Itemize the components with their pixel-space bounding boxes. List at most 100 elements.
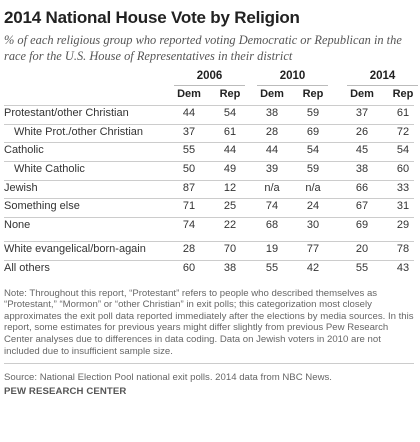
row-divider (4, 179, 414, 181)
chart-title: 2014 National House Vote by Religion (4, 8, 300, 27)
year-label-2010: 2010 (279, 70, 306, 82)
table-cell: 69 (306, 125, 320, 138)
year-underline (174, 85, 245, 86)
table-cell: 68 (265, 218, 279, 231)
table-cell: 12 (223, 181, 237, 194)
table-cell: 74 (265, 200, 279, 213)
table-cell: 20 (355, 243, 369, 256)
table-cell: 61 (223, 125, 237, 138)
table-row: Protestant/other Christian 44 54 38 59 37 61 (4, 106, 414, 124)
table-cell: 78 (396, 243, 410, 256)
table-cell: 49 (223, 162, 237, 175)
footer-divider (4, 363, 414, 365)
table-cell: 38 (355, 162, 369, 175)
table-cell: 28 (182, 243, 196, 256)
table-row: White Prot./other Christian 37 61 28 69 26 72 (4, 125, 414, 143)
table-cell: 71 (182, 200, 196, 213)
table-cell: 55 (265, 261, 279, 274)
row-label: Protestant/other Christian (4, 107, 129, 120)
vote-table: 2006 2010 2014 Dem Rep Dem Rep Dem Rep Protestant… (4, 70, 418, 279)
column-header-rep: Rep (219, 87, 241, 100)
table-cell: n/a (264, 181, 280, 194)
row-label: White Prot./other Christian (14, 125, 143, 138)
table-cell: 44 (265, 144, 279, 157)
column-header-rep: Rep (302, 87, 324, 100)
row-divider (4, 198, 414, 200)
table-cell: 69 (355, 218, 369, 231)
row-label: White Catholic (14, 162, 85, 175)
row-label: White evangelical/born-again (4, 243, 146, 256)
table-cell: 87 (182, 181, 196, 194)
column-header-dem: Dem (177, 87, 201, 100)
table-cell: 38 (265, 107, 279, 120)
table-cell: 61 (396, 107, 410, 120)
table-cell: 30 (306, 218, 320, 231)
table-cell: 37 (182, 125, 196, 138)
row-label: None (4, 218, 31, 231)
table-cell: 44 (223, 144, 237, 157)
table-cell: 59 (306, 107, 320, 120)
table-cell: 54 (396, 144, 410, 157)
table-row: Something else 71 25 74 24 67 31 (4, 199, 414, 217)
row-divider (4, 241, 414, 243)
table-row: All others 60 38 55 42 55 43 (4, 261, 414, 279)
year-label-2014: 2014 (369, 70, 396, 82)
year-label-2006: 2006 (196, 70, 223, 82)
table-cell: 31 (396, 200, 410, 213)
table-cell: 33 (396, 181, 410, 194)
table-cell: 19 (265, 243, 279, 256)
row-divider (4, 259, 414, 261)
chart-note: Note: Throughout this report, “Protestan… (4, 287, 414, 357)
row-label: All others (4, 261, 50, 274)
row-divider (4, 160, 414, 162)
column-header-dem: Dem (260, 87, 284, 100)
table-row: White Catholic 50 49 39 59 38 60 (4, 162, 414, 180)
table-cell: 50 (182, 162, 196, 175)
table-cell: 22 (223, 218, 237, 231)
table-cell: 67 (355, 200, 369, 213)
chart-source: Source: National Election Pool national … (4, 372, 332, 384)
table-cell: 39 (265, 162, 279, 175)
column-header-dem: Dem (350, 87, 374, 100)
chart-subtitle: % of each religious group who reported v… (4, 33, 402, 63)
table-cell: 72 (396, 125, 410, 138)
row-label: Something else (4, 200, 80, 213)
row-divider (4, 142, 414, 144)
table-cell: 55 (182, 144, 196, 157)
table-row: Catholic 55 44 44 54 45 54 (4, 143, 414, 161)
table-cell: 24 (306, 200, 320, 213)
table-cell: 59 (306, 162, 320, 175)
year-header-row: 2006 2010 2014 (4, 70, 418, 88)
row-label: Catholic (4, 144, 44, 157)
row-divider (4, 123, 414, 125)
table-cell: 70 (223, 243, 237, 256)
column-header-row: Dem Rep Dem Rep Dem Rep (4, 88, 414, 106)
column-header-rep: Rep (392, 87, 414, 100)
table-row: Jewish 87 12 n/a n/a 66 33 (4, 181, 414, 199)
table-cell: 43 (396, 261, 410, 274)
table-cell: 42 (306, 261, 320, 274)
table-cell: 60 (396, 162, 410, 175)
table-cell: 28 (265, 125, 279, 138)
table-cell: 26 (355, 125, 369, 138)
table-cell: 25 (223, 200, 237, 213)
table-cell: n/a (305, 181, 321, 194)
table-cell: 77 (306, 243, 320, 256)
row-label: Jewish (4, 181, 38, 194)
org-credit: PEW RESEARCH CENTER (4, 386, 127, 398)
table-cell: 66 (355, 181, 369, 194)
row-divider (4, 105, 414, 107)
table-cell: 55 (355, 261, 369, 274)
year-underline (257, 85, 328, 86)
year-underline (347, 85, 418, 86)
table-cell: 44 (182, 107, 196, 120)
table-cell: 45 (355, 144, 369, 157)
table-cell: 54 (223, 107, 237, 120)
table-cell: 60 (182, 261, 196, 274)
table-row: None 74 22 68 30 69 29 (4, 218, 414, 236)
row-divider (4, 216, 414, 218)
table-cell: 29 (396, 218, 410, 231)
table-cell: 74 (182, 218, 196, 231)
table-cell: 37 (355, 107, 369, 120)
